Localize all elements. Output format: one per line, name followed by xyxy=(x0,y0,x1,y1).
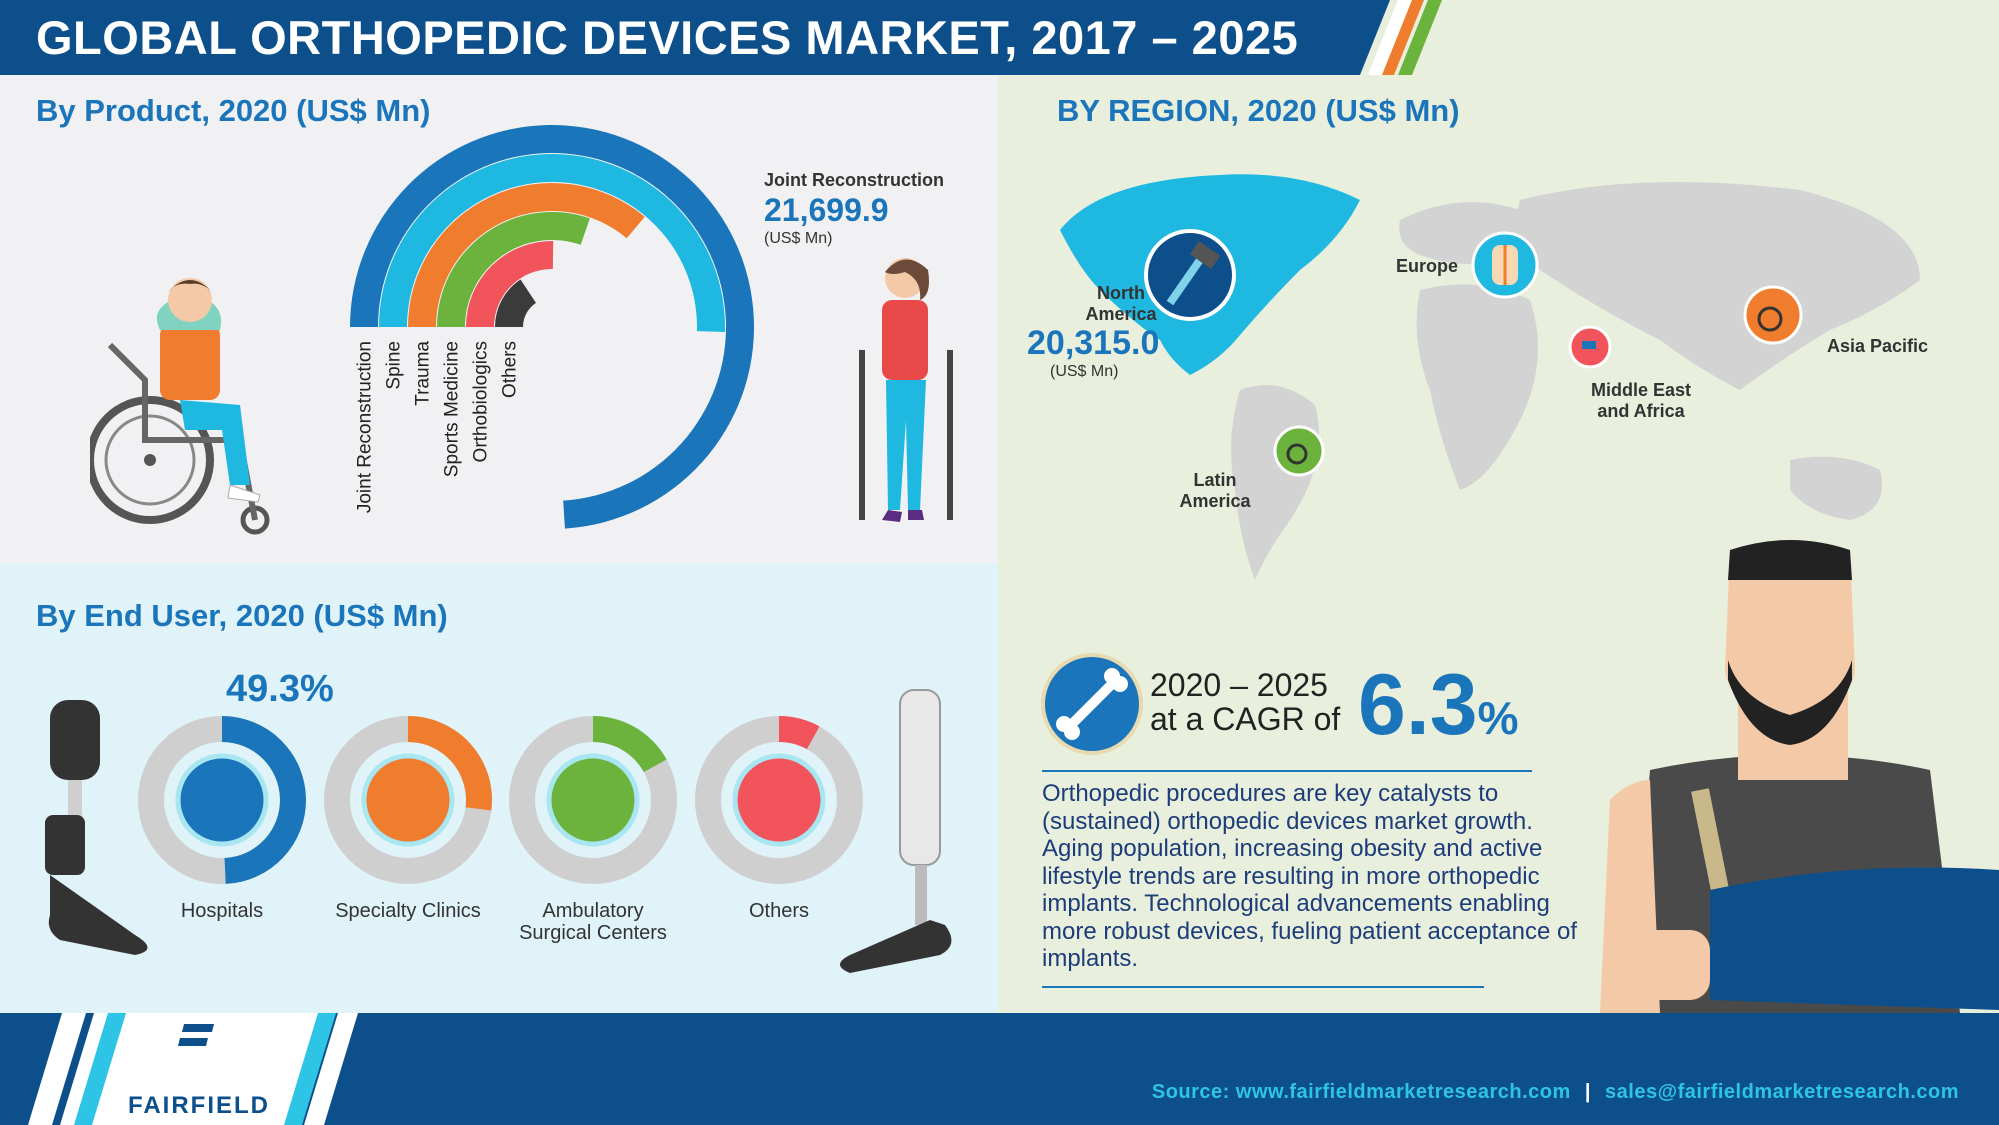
latin-america-label-line1: Latin xyxy=(1193,470,1237,490)
donut-segment-specialty-clinics xyxy=(408,716,493,811)
description-top-rule xyxy=(1042,770,1532,772)
wheelchair-user-illustration xyxy=(90,278,270,535)
middle-east-africa-label-line1: Middle East xyxy=(1590,380,1692,400)
north-america-value: 20,315.0 xyxy=(1027,324,1160,362)
title-banner xyxy=(0,0,1999,75)
prosthetic-leg-right-illustration xyxy=(840,689,952,973)
europe-label: Europe xyxy=(1396,256,1459,276)
cagr-value-block: 6.3% xyxy=(1358,660,1518,763)
description-bottom-rule xyxy=(1042,986,1484,988)
end-user-section-title: By End User, 2020 (US$ Mn) xyxy=(36,598,448,633)
product-callout-value: 21,699.9 xyxy=(764,192,889,228)
footer-source: Source: www.fairfieldmarketresearch.com … xyxy=(1152,1081,1959,1104)
latin-america-label-line2: America xyxy=(1179,491,1251,511)
donut-segment-others xyxy=(779,716,820,750)
product-bar-orthobiologics xyxy=(466,241,554,327)
product-bar-trauma xyxy=(408,183,645,327)
donut-center-icon-0 xyxy=(175,753,269,847)
end-user-label-others: Others xyxy=(748,900,810,922)
crutch-user-illustration xyxy=(859,258,953,522)
end-user-donut-charts xyxy=(138,715,863,884)
region-section-title: BY REGION, 2020 (US$ Mn) xyxy=(1057,93,1460,128)
asia-pacific-label: Asia Pacific xyxy=(1827,336,1929,356)
middle-east-africa-label: Middle East and Africa xyxy=(1586,380,1696,422)
cagr-period: 2020 – 2025 xyxy=(1150,667,1328,703)
market-description: Orthopedic procedures are key catalysts … xyxy=(1042,780,1577,972)
product-callout-unit: (US$ Mn) xyxy=(764,230,833,247)
end-user-panel xyxy=(0,563,998,1013)
donut-center-icon-1 xyxy=(361,753,455,847)
donut-segment-hospitals xyxy=(222,715,307,884)
north-america-marker-icon xyxy=(1144,229,1236,321)
north-america-label-line2: America xyxy=(1085,304,1157,324)
end-user-label-specialty-clinics: Specialty Clinics xyxy=(335,900,481,922)
footer-brand: FAIRFIELD xyxy=(128,1092,270,1119)
product-section-title: By Product, 2020 (US$ Mn) xyxy=(36,93,431,128)
product-label-sports-medicine: Sports Medicine xyxy=(442,341,463,477)
fairfield-logo-icon xyxy=(178,1024,214,1046)
middle-east-africa-label-line2: and Africa xyxy=(1597,401,1685,421)
end-user-label-ambulatory: Ambulatory Surgical Centers xyxy=(498,900,688,944)
north-america-label-line1: North xyxy=(1097,283,1145,303)
middle-east-africa-marker-icon xyxy=(1568,325,1612,369)
footer-email-link[interactable]: sales@fairfieldmarketresearch.com xyxy=(1605,1081,1959,1103)
product-bar-sports-medicine xyxy=(437,211,590,327)
end-user-label-ambulatory-line2: Surgical Centers xyxy=(519,922,667,944)
product-label-trauma: Trauma xyxy=(413,341,434,406)
latin-america-label: Latin America xyxy=(1160,470,1270,512)
product-radial-chart: Joint Reconstruction Spine Trauma Sports Me… xyxy=(350,125,754,529)
donut-center-icon-2 xyxy=(546,753,640,847)
footer-separator: | xyxy=(1584,1081,1591,1103)
europe-spine-marker-icon xyxy=(1471,231,1539,299)
product-callout-label: Joint Reconstruction xyxy=(764,170,945,190)
product-bar-others xyxy=(495,279,536,327)
product-label-orthobiologics: Orthobiologics xyxy=(471,341,492,462)
product-label-joint-reconstruction: Joint Reconstruction xyxy=(355,341,376,513)
arm-sling-man-illustration xyxy=(1600,540,1999,1013)
footer-source-link[interactable]: Source: www.fairfieldmarketresearch.com xyxy=(1151,1081,1571,1103)
cagr-period-text: 2020 – 2025 at a CAGR of xyxy=(1150,668,1340,736)
donut-center-icon-3 xyxy=(732,753,826,847)
product-label-others: Others xyxy=(500,341,521,398)
latin-america-wheelchair-marker-icon xyxy=(1273,425,1325,477)
cagr-percent-sign: % xyxy=(1477,692,1519,744)
page-title: GLOBAL ORTHOPEDIC DEVICES MARKET, 2017 –… xyxy=(36,11,1299,64)
footer-logo-stripes xyxy=(28,1013,358,1125)
prosthetic-leg-left-illustration xyxy=(45,700,148,955)
north-america-label: North America xyxy=(1066,283,1176,325)
bone-icon xyxy=(1041,653,1143,755)
product-bar-spine xyxy=(379,153,725,332)
cagr-value: 6.3 xyxy=(1358,657,1478,753)
cagr-at-a: at a CAGR of xyxy=(1150,701,1341,737)
asia-pacific-wheelchair-marker-icon xyxy=(1743,285,1803,345)
north-america-unit: (US$ Mn) xyxy=(1050,363,1119,380)
product-label-spine: Spine xyxy=(384,341,405,390)
donut-segment-ambulatory-surgical-centers xyxy=(593,716,667,773)
end-user-label-hospitals: Hospitals xyxy=(180,900,264,922)
hospitals-share-value: 49.3% xyxy=(226,668,334,710)
end-user-label-ambulatory-line1: Ambulatory xyxy=(542,900,644,922)
